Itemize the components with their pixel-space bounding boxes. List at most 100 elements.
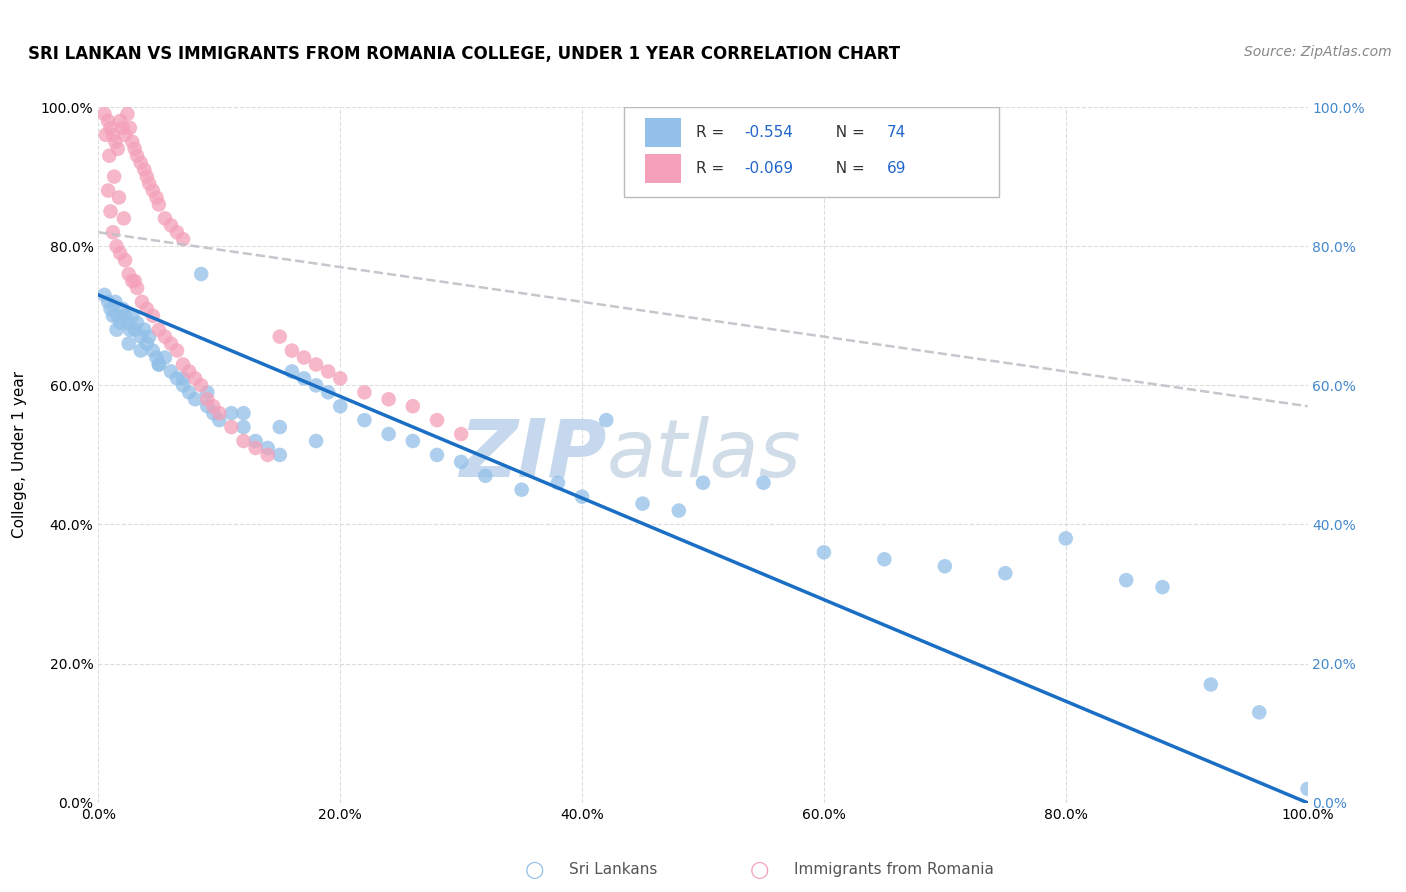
- Point: [148, 358, 170, 372]
- Point: [245, 434, 267, 448]
- Point: [118, 323, 141, 337]
- Point: [1199, 677, 1222, 691]
- Text: -0.554: -0.554: [744, 125, 793, 140]
- Point: [402, 434, 425, 448]
- Point: [994, 566, 1017, 581]
- Text: Source: ZipAtlas.com: Source: ZipAtlas.com: [1244, 45, 1392, 59]
- Point: [305, 378, 328, 392]
- Point: [93, 107, 115, 121]
- Text: SRI LANKAN VS IMMIGRANTS FROM ROMANIA COLLEGE, UNDER 1 YEAR CORRELATION CHART: SRI LANKAN VS IMMIGRANTS FROM ROMANIA CO…: [28, 45, 900, 62]
- Point: [195, 385, 218, 400]
- Text: 74: 74: [887, 125, 905, 140]
- Point: [269, 448, 291, 462]
- Point: [316, 364, 339, 378]
- Point: [474, 468, 496, 483]
- Point: [329, 399, 352, 413]
- Point: [166, 371, 188, 385]
- Point: [153, 329, 176, 343]
- Point: [100, 120, 122, 135]
- Point: [138, 329, 160, 343]
- Point: [281, 343, 304, 358]
- Point: [121, 274, 143, 288]
- Point: [160, 219, 183, 233]
- Point: [111, 301, 134, 316]
- Point: [100, 301, 122, 316]
- Point: [208, 413, 231, 427]
- Point: [135, 301, 157, 316]
- Point: [114, 253, 136, 268]
- Point: [94, 128, 117, 142]
- Point: [873, 552, 896, 566]
- Text: ○: ○: [524, 860, 544, 880]
- Point: [190, 267, 212, 281]
- Point: [124, 274, 146, 288]
- Point: [172, 232, 194, 246]
- Point: [1152, 580, 1174, 594]
- Point: [124, 142, 146, 156]
- Point: [127, 316, 149, 330]
- FancyBboxPatch shape: [645, 118, 682, 147]
- Point: [101, 309, 124, 323]
- Point: [135, 336, 157, 351]
- Point: [256, 448, 278, 462]
- Point: [114, 128, 136, 142]
- Point: [1115, 573, 1137, 587]
- Point: [129, 329, 152, 343]
- Point: [692, 475, 714, 490]
- Point: [426, 413, 449, 427]
- Point: [377, 427, 399, 442]
- Point: [121, 309, 143, 323]
- Point: [148, 197, 170, 211]
- Point: [202, 406, 225, 420]
- Point: [195, 399, 218, 413]
- Point: [118, 267, 141, 281]
- Point: [148, 358, 170, 372]
- Point: [160, 364, 183, 378]
- Point: [112, 211, 135, 226]
- Point: [571, 490, 593, 504]
- Point: [202, 399, 225, 413]
- Point: [305, 434, 328, 448]
- Point: [631, 497, 654, 511]
- Point: [108, 190, 131, 204]
- Point: [281, 364, 304, 378]
- Point: [179, 364, 201, 378]
- Point: [450, 455, 472, 469]
- Point: [1296, 781, 1319, 796]
- Point: [190, 378, 212, 392]
- Point: [145, 190, 167, 204]
- Point: [245, 441, 267, 455]
- Point: [221, 420, 243, 434]
- Point: [101, 128, 124, 142]
- Point: [111, 120, 134, 135]
- Point: [138, 177, 160, 191]
- Point: [595, 413, 617, 427]
- Point: [668, 503, 690, 517]
- Text: R =: R =: [696, 161, 728, 176]
- Point: [172, 371, 194, 385]
- Point: [104, 294, 127, 309]
- Point: [813, 545, 835, 559]
- Point: [117, 316, 139, 330]
- Point: [148, 323, 170, 337]
- Point: [100, 204, 122, 219]
- Point: [179, 385, 201, 400]
- Text: atlas: atlas: [606, 416, 801, 494]
- Point: [353, 385, 375, 400]
- Point: [426, 448, 449, 462]
- Point: [118, 336, 141, 351]
- Point: [153, 211, 176, 226]
- Text: N =: N =: [827, 161, 870, 176]
- Point: [934, 559, 956, 574]
- Point: [292, 351, 315, 365]
- FancyBboxPatch shape: [645, 153, 682, 183]
- Point: [97, 114, 120, 128]
- Point: [269, 329, 291, 343]
- Point: [127, 149, 149, 163]
- Point: [377, 392, 399, 407]
- Point: [103, 169, 125, 184]
- Point: [105, 239, 128, 253]
- Point: [101, 225, 124, 239]
- Text: ZIP: ZIP: [458, 416, 606, 494]
- Point: [93, 288, 115, 302]
